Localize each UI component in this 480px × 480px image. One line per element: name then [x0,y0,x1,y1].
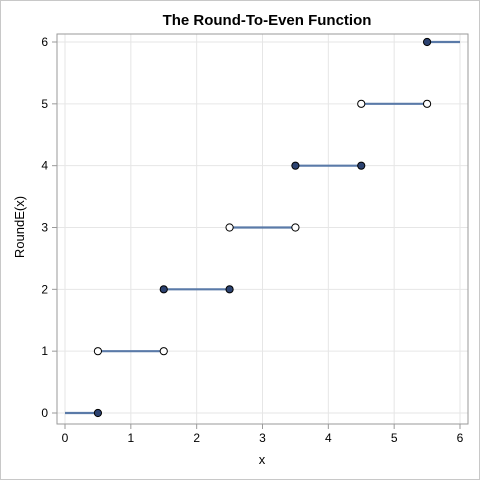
x-tick-label: 0 [62,431,69,445]
open-point [357,99,366,108]
open-point [159,347,168,356]
closed-point [357,161,366,170]
series-segments [65,40,460,415]
open-point [225,223,234,232]
y-tick-label: 0 [41,406,48,420]
closed-point [422,37,432,47]
x-tick-label: 5 [391,431,398,445]
x-tick-label: 4 [325,431,332,445]
y-tick-label: 5 [41,97,48,111]
axis-ticks: 0 1 2 3 4 5 6 0 1 2 3 4 5 6 [41,35,463,445]
y-tick-label: 6 [41,35,48,49]
y-axis-label: RoundE(x) [12,196,27,258]
open-point [422,99,432,108]
x-tick-label: 1 [127,431,134,445]
closed-point [93,408,103,418]
open-point [291,223,300,232]
closed-point [225,285,234,294]
y-tick-label: 3 [41,221,48,235]
x-tick-label: 3 [259,431,266,445]
series-markers [93,37,432,418]
x-axis-label: x [259,452,266,467]
y-tick-label: 2 [41,282,48,296]
y-tick-label: 1 [41,344,48,358]
x-tick-label: 6 [457,431,464,445]
closed-point [159,285,168,294]
open-point [93,347,103,356]
closed-point [291,161,300,170]
y-tick-label: 4 [41,159,48,173]
chart-title: The Round-To-Even Function [163,12,372,29]
gridlines [57,34,468,424]
x-tick-label: 2 [193,431,200,445]
